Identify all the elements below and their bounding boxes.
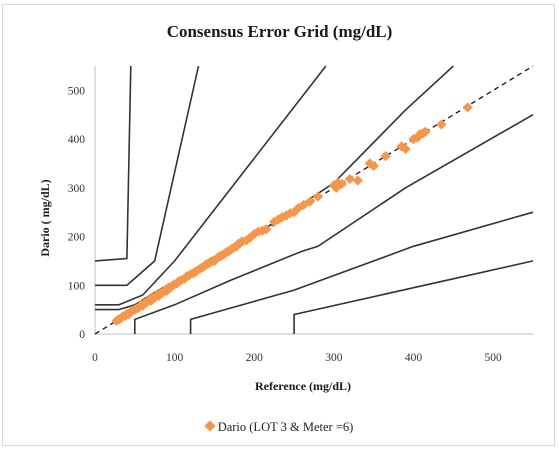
y-tick-label: 400: [68, 134, 86, 146]
zone-boundary-line-2: [95, 65, 200, 287]
zone-boundary-line-1: [94, 65, 132, 262]
y-tick-label: 500: [68, 85, 86, 97]
y-axis-label: Dario ( mg/dL): [38, 179, 52, 256]
x-tick-label: 400: [405, 352, 423, 364]
tick-labels: 0 100 200 300 400 500 0 100 200 300 400 500: [68, 85, 502, 364]
zone-lines: [94, 65, 534, 334]
zone-boundary-line-4: [95, 65, 454, 311]
chart-title: Consensus Error Grid (mg/dL): [166, 22, 393, 41]
data-point: [420, 126, 431, 137]
y-tick-label: 200: [68, 232, 86, 244]
x-tick-label: 200: [246, 352, 264, 364]
x-tick-label: 0: [92, 352, 98, 364]
legend-label: Dario (LOT 3 & Meter =6): [217, 420, 354, 434]
legend: Dario (LOT 3 & Meter =6): [0, 420, 559, 435]
zone-boundary-line-3: [95, 65, 327, 306]
data-point: [312, 191, 324, 202]
data-point: [344, 173, 355, 185]
x-tick-label: 100: [166, 352, 184, 364]
chart-frame: [2, 4, 555, 446]
y-tick-label: 0: [79, 329, 85, 341]
data-point: [436, 119, 447, 130]
data-point: [336, 178, 347, 189]
x-tick-label: 500: [485, 352, 503, 364]
zone-boundary-line-5: [134, 114, 534, 334]
data-points: [111, 102, 473, 326]
zone-boundary-line-7: [293, 260, 534, 334]
x-tick-label: 300: [325, 352, 343, 364]
zone-boundary-line-6: [189, 211, 534, 334]
data-point: [261, 224, 272, 235]
x-axis-label: Reference (mg/dL): [255, 379, 351, 393]
axes: [94, 66, 533, 335]
y-tick-label: 300: [68, 183, 86, 195]
legend-marker-icon: [204, 420, 216, 432]
y-tick-label: 100: [68, 280, 86, 292]
data-point: [352, 175, 363, 186]
data-point: [380, 151, 391, 162]
